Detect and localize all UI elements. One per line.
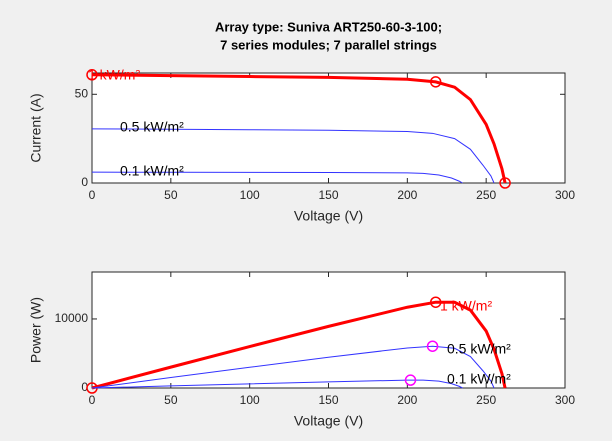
y-tick-label: 0 bbox=[81, 380, 88, 394]
curve bbox=[91, 128, 495, 184]
point-marker bbox=[429, 76, 442, 88]
series-label: 0.5 kW/m² bbox=[120, 119, 184, 135]
series-label: 0.1 kW/m² bbox=[120, 163, 184, 179]
x-axis-label: Voltage (V) bbox=[294, 413, 363, 429]
y-tick-label: 10000 bbox=[55, 311, 89, 325]
x-tick-label: 150 bbox=[318, 393, 338, 407]
y-axis-label: Power (W) bbox=[28, 297, 44, 363]
x-tick-label: 100 bbox=[240, 393, 260, 407]
y-axis-label: Current (A) bbox=[28, 93, 44, 162]
series-label: 0.5 kW/m² bbox=[447, 341, 511, 357]
x-tick-label: 100 bbox=[240, 188, 260, 202]
y-tick-label: 0 bbox=[81, 175, 88, 189]
point-marker bbox=[499, 177, 511, 189]
x-tick-label: 200 bbox=[397, 393, 417, 407]
x-tick-label: 50 bbox=[164, 188, 178, 202]
series-label: 1 kW/m² bbox=[88, 67, 140, 83]
point-marker bbox=[404, 374, 417, 386]
curve bbox=[91, 345, 495, 389]
x-tick-label: 250 bbox=[476, 393, 496, 407]
x-tick-label: 150 bbox=[318, 188, 338, 202]
x-tick-label: 200 bbox=[397, 188, 417, 202]
curve bbox=[91, 73, 507, 184]
series-label: 1 kW/m² bbox=[440, 298, 492, 314]
point-marker bbox=[429, 296, 442, 308]
point-marker bbox=[86, 69, 98, 81]
curve bbox=[91, 171, 463, 184]
chart-title: Array type: Suniva ART250-60-3-100; bbox=[215, 19, 442, 34]
x-tick-label: 250 bbox=[476, 188, 496, 202]
x-tick-label: 0 bbox=[89, 188, 96, 202]
y-tick-label: 50 bbox=[75, 86, 89, 100]
x-tick-label: 0 bbox=[89, 393, 96, 407]
point-marker bbox=[426, 340, 439, 352]
x-axis-label: Voltage (V) bbox=[294, 208, 363, 224]
chart-title: 7 series modules; 7 parallel strings bbox=[220, 37, 437, 52]
x-tick-label: 50 bbox=[164, 393, 178, 407]
series-label: 0.1 kW/m² bbox=[447, 371, 511, 387]
x-tick-label: 300 bbox=[555, 188, 575, 202]
curve bbox=[91, 300, 507, 390]
x-tick-label: 300 bbox=[555, 393, 575, 407]
